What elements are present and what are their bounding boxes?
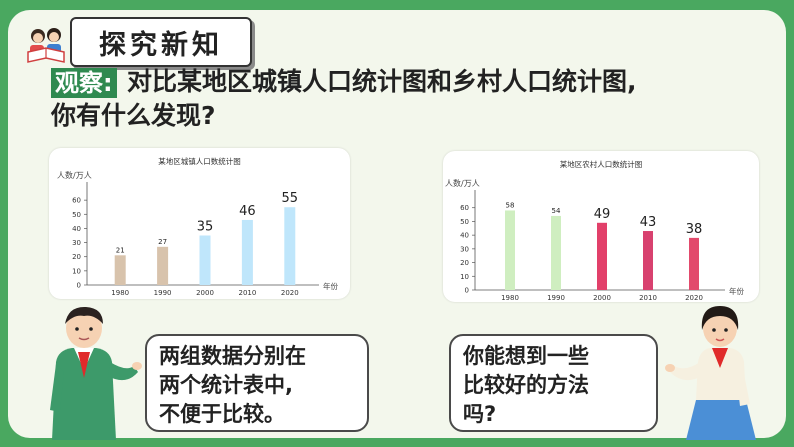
bar: [597, 222, 607, 290]
x-tick-label: 1990: [547, 294, 565, 302]
girl-student-figure: [665, 306, 756, 440]
bar: [505, 210, 515, 290]
y-axis-label: 人数/万人: [57, 170, 92, 180]
y-tick-label: 20: [72, 253, 81, 261]
y-tick-label: 10: [460, 273, 469, 281]
y-tick-label: 30: [72, 239, 81, 247]
chart-title: 某地区城镇人口数统计图: [158, 156, 241, 166]
reading-children-icon: [27, 28, 65, 63]
data-label: 27: [158, 238, 167, 246]
x-tick-label: 2000: [196, 289, 214, 297]
y-tick-label: 50: [460, 218, 469, 226]
chart-title: 某地区农村人口数统计图: [560, 159, 643, 169]
x-axis-label: 年份: [729, 286, 744, 296]
bar: [284, 207, 296, 285]
x-tick-label: 2020: [281, 289, 299, 297]
observe-tag: 观察:: [51, 68, 117, 98]
data-label: 43: [640, 215, 657, 230]
bubble-line: 不便于比较。: [159, 402, 285, 426]
y-tick-label: 10: [72, 267, 81, 275]
boy-student-figure: [50, 306, 142, 440]
y-tick-label: 30: [460, 245, 469, 253]
data-label: 21: [116, 246, 125, 254]
bubble-line: 你能想到一些: [463, 344, 589, 368]
urban-chart-card: 某地区城镇人口数统计图人数/万人年份 0 10 20 30 40 50 60 21 1980 27 1…: [49, 148, 350, 299]
y-tick-label: 0: [77, 282, 81, 290]
bar: [551, 215, 561, 290]
rural-chart-card: 某地区农村人口数统计图人数/万人年份 0 10 20 30 40 50 60 58 1980 54 1…: [443, 151, 759, 302]
data-label: 54: [552, 207, 561, 215]
data-label: 58: [506, 201, 515, 209]
data-label: 46: [239, 204, 256, 219]
bubble-line: 两个统计表中,: [159, 373, 293, 397]
x-tick-label: 2000: [593, 294, 611, 302]
data-label: 55: [282, 191, 299, 206]
y-tick-label: 0: [465, 287, 469, 295]
y-tick-label: 50: [72, 211, 81, 219]
x-tick-label: 1980: [111, 289, 129, 297]
bubble-line: 吗?: [463, 402, 497, 426]
x-axis-label: 年份: [323, 281, 338, 291]
x-tick-label: 2010: [639, 294, 657, 302]
data-label: 35: [197, 220, 214, 235]
bar: [241, 219, 253, 285]
bar: [157, 246, 169, 285]
data-label: 49: [594, 207, 611, 222]
bar: [199, 235, 211, 285]
bar: [643, 231, 653, 290]
x-tick-label: 1990: [154, 289, 172, 297]
x-tick-label: 1980: [501, 294, 519, 302]
y-tick-label: 60: [72, 197, 81, 205]
question-line-1: 对比某地区城镇人口统计图和乡村人口统计图,: [127, 67, 637, 96]
question-line-2: 你有什么发现?: [51, 101, 216, 130]
bar: [689, 237, 699, 290]
y-tick-label: 20: [460, 259, 469, 267]
y-axis-label: 人数/万人: [445, 178, 480, 188]
x-tick-label: 2020: [685, 294, 703, 302]
bar: [114, 255, 126, 285]
section-title: 探究新知: [70, 17, 252, 67]
bubble-line: 两组数据分别在: [159, 344, 306, 368]
y-tick-label: 60: [460, 204, 469, 212]
data-label: 38: [686, 222, 703, 237]
girl-speech-bubble: 你能想到一些 比较好的方法 吗?: [449, 334, 658, 432]
bubble-line: 比较好的方法: [463, 373, 589, 397]
boy-speech-bubble: 两组数据分别在 两个统计表中, 不便于比较。: [145, 334, 369, 432]
y-tick-label: 40: [72, 225, 81, 233]
y-tick-label: 40: [460, 232, 469, 240]
x-tick-label: 2010: [238, 289, 256, 297]
